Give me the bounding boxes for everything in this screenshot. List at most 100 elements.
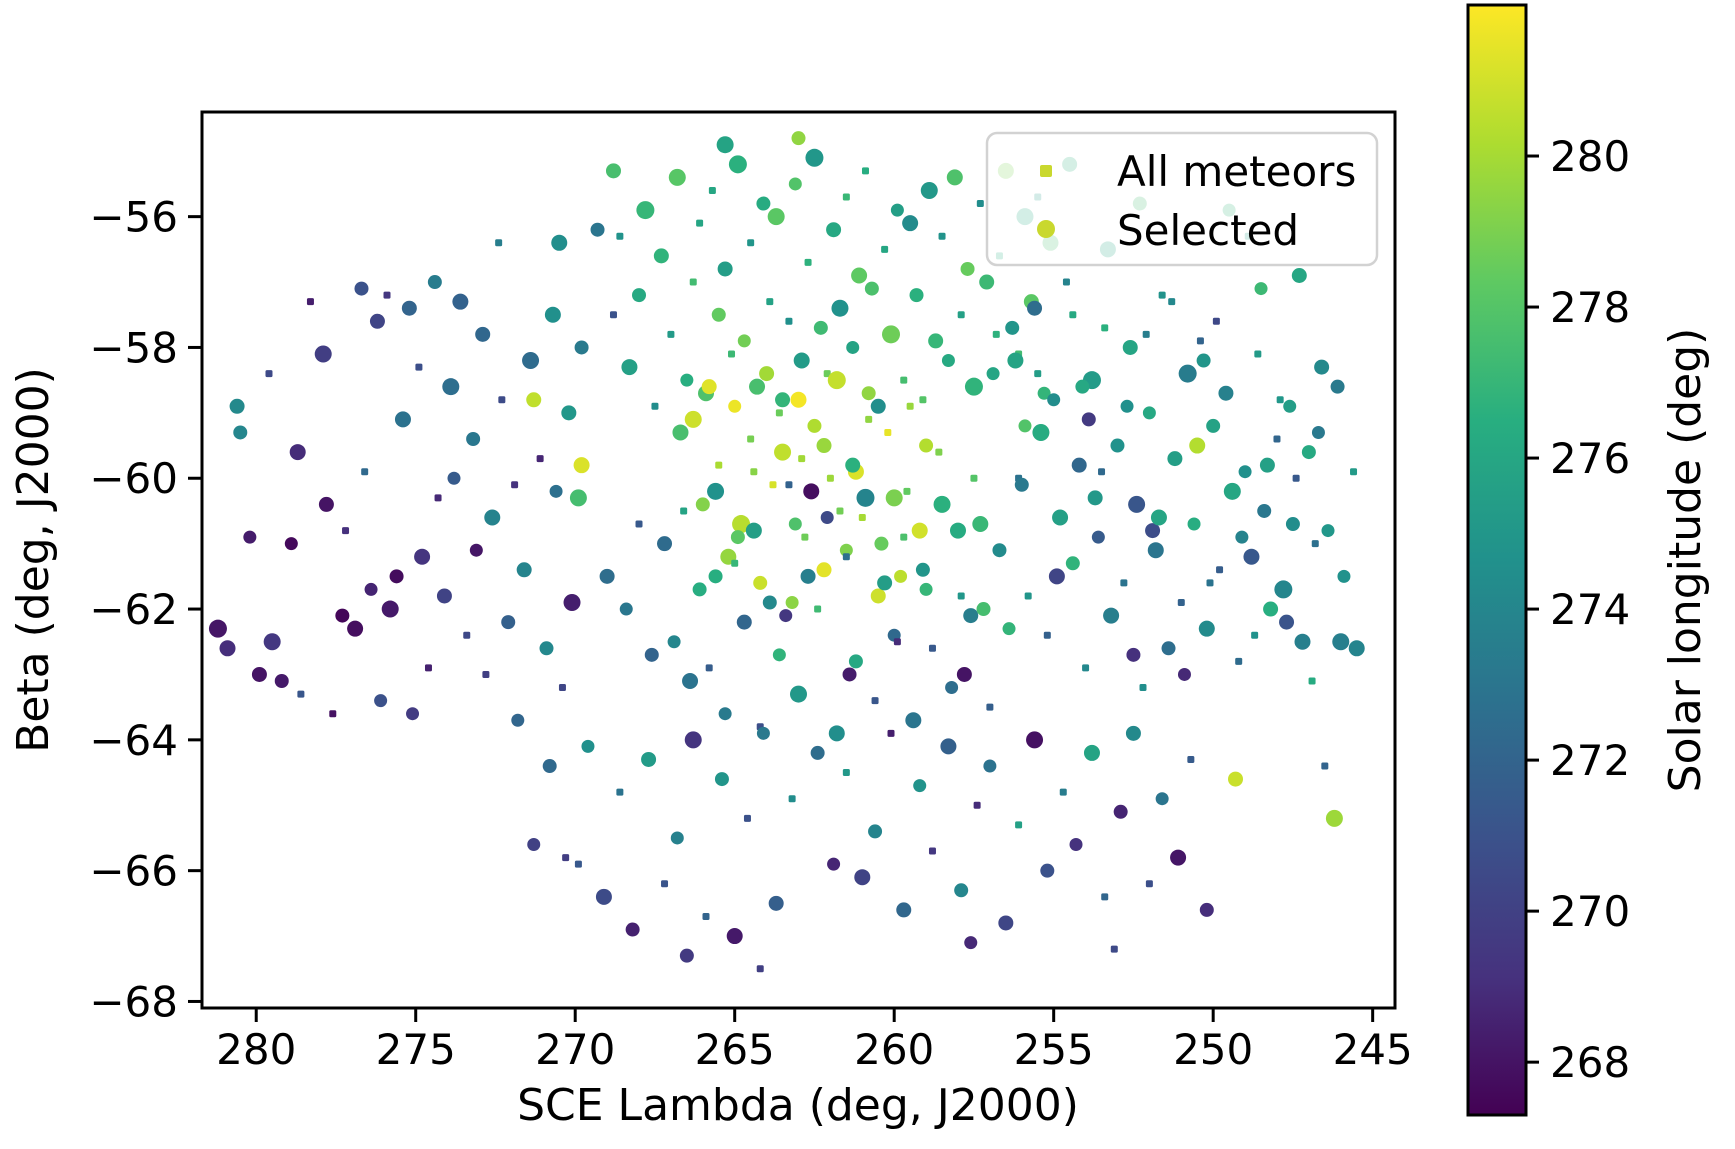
x-tick-label: 245 <box>1333 1025 1413 1074</box>
data-point-all-meteors <box>919 396 927 404</box>
data-point-selected <box>1167 451 1183 467</box>
data-point-all-meteors <box>1254 350 1262 358</box>
data-point-selected <box>1037 386 1051 400</box>
data-point-selected <box>667 635 681 649</box>
data-point-selected <box>1048 568 1065 585</box>
data-point-all-meteors <box>1098 468 1106 476</box>
data-point-selected <box>718 707 732 721</box>
x-tick-label: 255 <box>1014 1025 1094 1074</box>
data-point-selected <box>668 168 686 186</box>
data-point-selected <box>774 443 792 461</box>
data-point-all-meteors <box>616 788 624 796</box>
data-point-all-meteors <box>609 311 617 319</box>
data-point-selected <box>1110 438 1125 453</box>
data-point-selected <box>919 582 933 596</box>
data-point-all-meteors <box>775 409 783 417</box>
data-point-selected <box>714 772 729 787</box>
data-point-selected <box>745 522 762 539</box>
data-point-all-meteors <box>265 370 273 378</box>
colorbar: 268 270 272 274 276 278 280 <box>1466 3 1630 1117</box>
data-point-selected <box>1294 633 1311 650</box>
data-point-selected <box>1040 863 1055 878</box>
data-point-all-meteors <box>728 350 736 358</box>
data-point-selected <box>653 248 669 264</box>
data-point-selected <box>810 745 825 760</box>
data-point-selected <box>964 936 978 950</box>
data-point-selected <box>732 515 751 534</box>
data-point-all-meteors <box>747 239 755 247</box>
data-point-selected <box>1243 548 1260 565</box>
data-point-selected <box>736 614 752 630</box>
data-point-all-meteors <box>743 814 751 822</box>
data-point-selected <box>827 857 841 871</box>
data-point-all-meteors <box>1321 762 1329 770</box>
data-point-all-meteors <box>635 520 643 528</box>
data-point-all-meteors <box>769 481 777 489</box>
data-point-selected <box>511 713 525 727</box>
data-point-all-meteors <box>884 428 892 436</box>
data-point-selected <box>595 888 612 905</box>
data-point-all-meteors <box>788 795 796 803</box>
data-point-all-meteors <box>814 605 822 613</box>
data-point-selected <box>737 334 751 348</box>
data-point-selected <box>816 562 832 578</box>
data-point-selected <box>1103 607 1120 624</box>
data-point-selected <box>803 483 820 500</box>
colorbar-tick-label: 276 <box>1550 434 1630 483</box>
data-point-selected <box>1330 379 1345 394</box>
data-point-selected <box>890 203 904 217</box>
data-point-selected <box>791 131 806 146</box>
data-point-all-meteors <box>715 461 723 469</box>
data-point-all-meteors <box>1212 317 1220 325</box>
data-point-selected <box>1083 744 1100 761</box>
data-point-all-meteors <box>957 592 965 600</box>
data-point-selected <box>1206 418 1221 433</box>
x-tick-label: 280 <box>216 1025 296 1074</box>
data-point-all-meteors <box>574 860 582 868</box>
data-point-all-meteors <box>297 690 305 698</box>
data-point-all-meteors <box>858 513 866 521</box>
data-point-selected <box>581 739 595 753</box>
legend[interactable]: All meteors Selected <box>985 131 1379 267</box>
data-point-selected <box>229 398 245 414</box>
data-point-all-meteors <box>842 769 850 777</box>
data-point-selected <box>790 685 807 703</box>
data-point-selected <box>909 288 924 303</box>
data-point-selected <box>726 928 743 945</box>
data-point-selected <box>1147 542 1164 559</box>
data-point-selected <box>915 562 930 577</box>
data-point-selected <box>772 648 786 662</box>
data-point-all-meteors <box>1120 579 1128 587</box>
data-point-selected <box>284 537 298 551</box>
data-point-selected <box>619 602 633 616</box>
data-point-all-meteors <box>434 494 442 502</box>
data-point-selected <box>452 293 469 310</box>
data-point-all-meteors <box>826 474 834 482</box>
data-point-selected <box>501 615 516 630</box>
data-point-all-meteors <box>906 402 914 410</box>
data-point-selected <box>599 568 615 584</box>
data-point-selected <box>475 326 491 342</box>
data-point-selected <box>1189 437 1206 454</box>
legend-marker-all-meteors-square <box>1040 165 1052 177</box>
data-point-selected <box>749 378 766 395</box>
data-point-selected <box>657 536 673 552</box>
data-point-all-meteors <box>842 553 850 561</box>
data-point-selected <box>680 373 694 387</box>
data-point-selected <box>785 596 799 610</box>
data-point-selected <box>779 609 793 623</box>
data-point-all-meteors <box>1350 468 1358 476</box>
data-point-selected <box>401 300 417 316</box>
data-point-all-meteors <box>511 481 519 489</box>
data-point-selected <box>788 517 802 531</box>
data-point-selected <box>364 582 378 596</box>
data-point-selected <box>813 320 828 335</box>
data-point-selected <box>466 432 481 447</box>
data-point-selected <box>679 948 694 963</box>
data-point-selected <box>701 379 717 395</box>
data-point-selected <box>954 883 969 898</box>
data-point-selected <box>1018 419 1032 433</box>
data-point-selected <box>695 497 710 512</box>
data-point-selected <box>992 543 1007 558</box>
data-point-all-meteors <box>1024 592 1032 600</box>
